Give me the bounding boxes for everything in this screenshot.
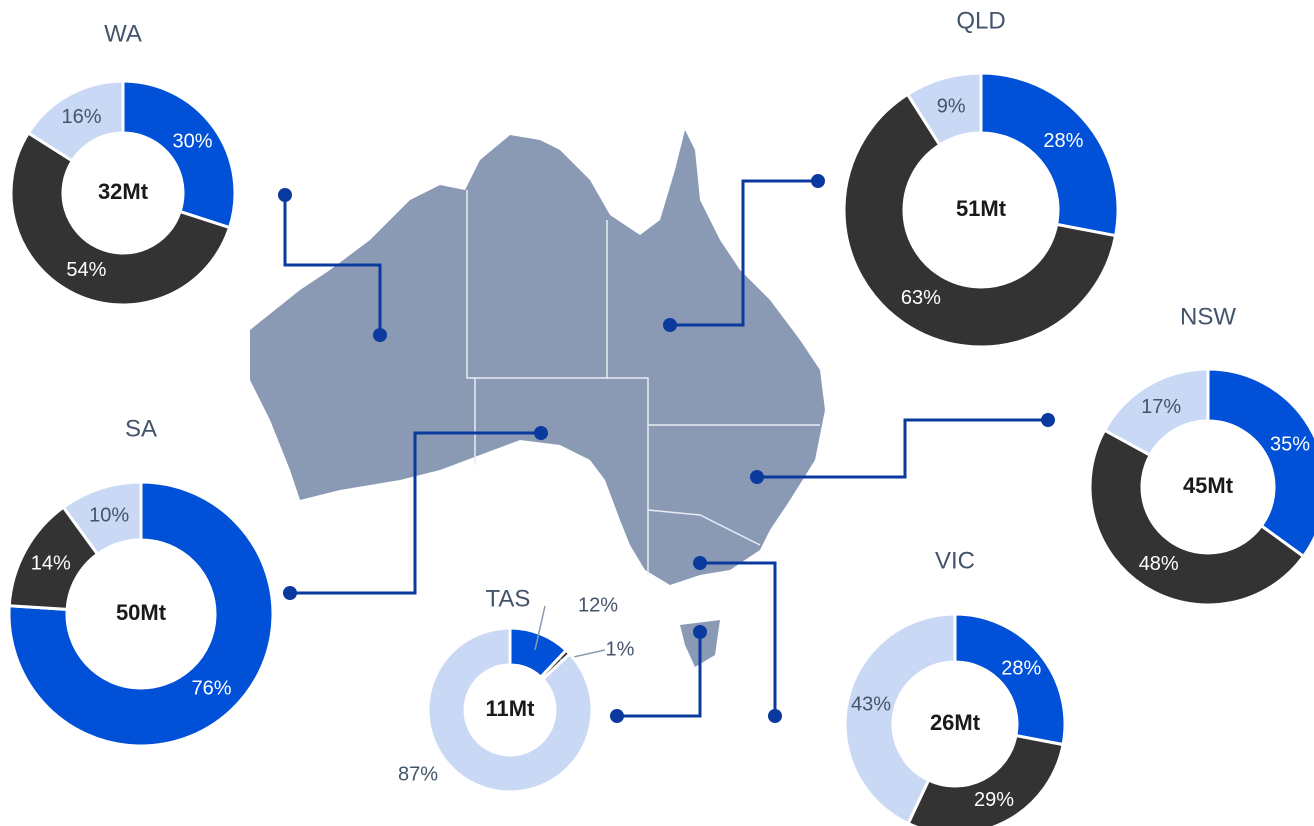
- donut-chart: SA 76% 14% 10% 50Mt: [7, 415, 275, 748]
- dot: [811, 174, 825, 188]
- connector: [617, 632, 702, 718]
- dot: [534, 426, 548, 440]
- dot: [610, 709, 624, 723]
- data-label: 12%: [578, 594, 618, 616]
- donut-segment: [905, 71, 983, 148]
- dot: [373, 328, 387, 342]
- center-label: 32Mt: [98, 179, 149, 204]
- donut-segment: [1206, 367, 1314, 559]
- donut-chart: NSW 35% 48% 17% 45Mt: [1088, 303, 1314, 607]
- donut-segment: [953, 612, 1067, 747]
- donut-chart: QLD 28% 63% 9% 51Mt: [842, 7, 1120, 349]
- chart-title: SA: [125, 415, 157, 442]
- data-label: 76%: [191, 677, 231, 699]
- dot: [283, 586, 297, 600]
- center-label: 45Mt: [1183, 473, 1234, 498]
- center-label: 11Mt: [486, 696, 536, 721]
- donut-segment: [26, 79, 125, 163]
- donut-chart: WA 30% 54% 16% 32Mt: [9, 20, 237, 307]
- dot: [693, 625, 707, 639]
- center-label: 51Mt: [956, 196, 1007, 221]
- data-label: 16%: [62, 106, 102, 128]
- connectors: [278, 174, 1055, 723]
- dot: [278, 188, 292, 202]
- connector: [283, 195, 382, 335]
- donut-segment: [1088, 428, 1306, 607]
- mainland: [250, 130, 825, 585]
- data-label: 35%: [1270, 434, 1310, 456]
- donut-segment: [61, 480, 143, 557]
- donut-segment: [7, 480, 275, 748]
- donut-segment: [121, 79, 237, 230]
- data-label: 87%: [398, 763, 438, 785]
- data-label: 28%: [1043, 130, 1083, 152]
- state-borders: [466, 190, 820, 575]
- data-label: 48%: [1139, 553, 1179, 575]
- data-label: 10%: [89, 504, 129, 526]
- chart-title: TAS: [486, 585, 531, 612]
- dot: [750, 470, 764, 484]
- data-label: 14%: [31, 553, 71, 575]
- chart-title: QLD: [956, 7, 1005, 34]
- data-label: 63%: [901, 287, 941, 309]
- data-label: 17%: [1141, 396, 1181, 418]
- chart-title: VIC: [935, 547, 975, 574]
- center-label: 26Mt: [930, 710, 981, 735]
- dot: [663, 318, 677, 332]
- connector: [757, 418, 1048, 479]
- data-label: 29%: [974, 789, 1014, 811]
- donut-segment: [979, 71, 1120, 238]
- dot: [768, 709, 782, 723]
- donut-segment: [426, 626, 594, 794]
- donut-chart: VIC 28% 29% 43% 26Mt: [843, 547, 1067, 826]
- donut-chart: TAS 12% 1% 87% 11Mt: [398, 585, 635, 794]
- connector: [700, 561, 777, 716]
- data-label: 28%: [1001, 657, 1041, 679]
- donut-segment: [906, 733, 1065, 826]
- donut-segment: [842, 92, 1118, 349]
- dot: [693, 556, 707, 570]
- data-label: 43%: [851, 694, 891, 716]
- connector: [670, 179, 818, 327]
- donut-segment: [1102, 367, 1210, 458]
- dot: [1041, 413, 1055, 427]
- data-label: 9%: [937, 96, 966, 118]
- chart-title: WA: [104, 20, 142, 47]
- data-label: 1%: [606, 638, 635, 660]
- donut-segment: [9, 130, 232, 307]
- donut-segment: [843, 612, 957, 826]
- data-label: 30%: [173, 131, 213, 153]
- leader-line: [534, 605, 546, 651]
- map: [250, 130, 825, 667]
- data-label: 54%: [66, 259, 106, 281]
- center-label: 50Mt: [116, 600, 167, 625]
- chart-title: NSW: [1180, 303, 1236, 330]
- connector: [290, 431, 541, 595]
